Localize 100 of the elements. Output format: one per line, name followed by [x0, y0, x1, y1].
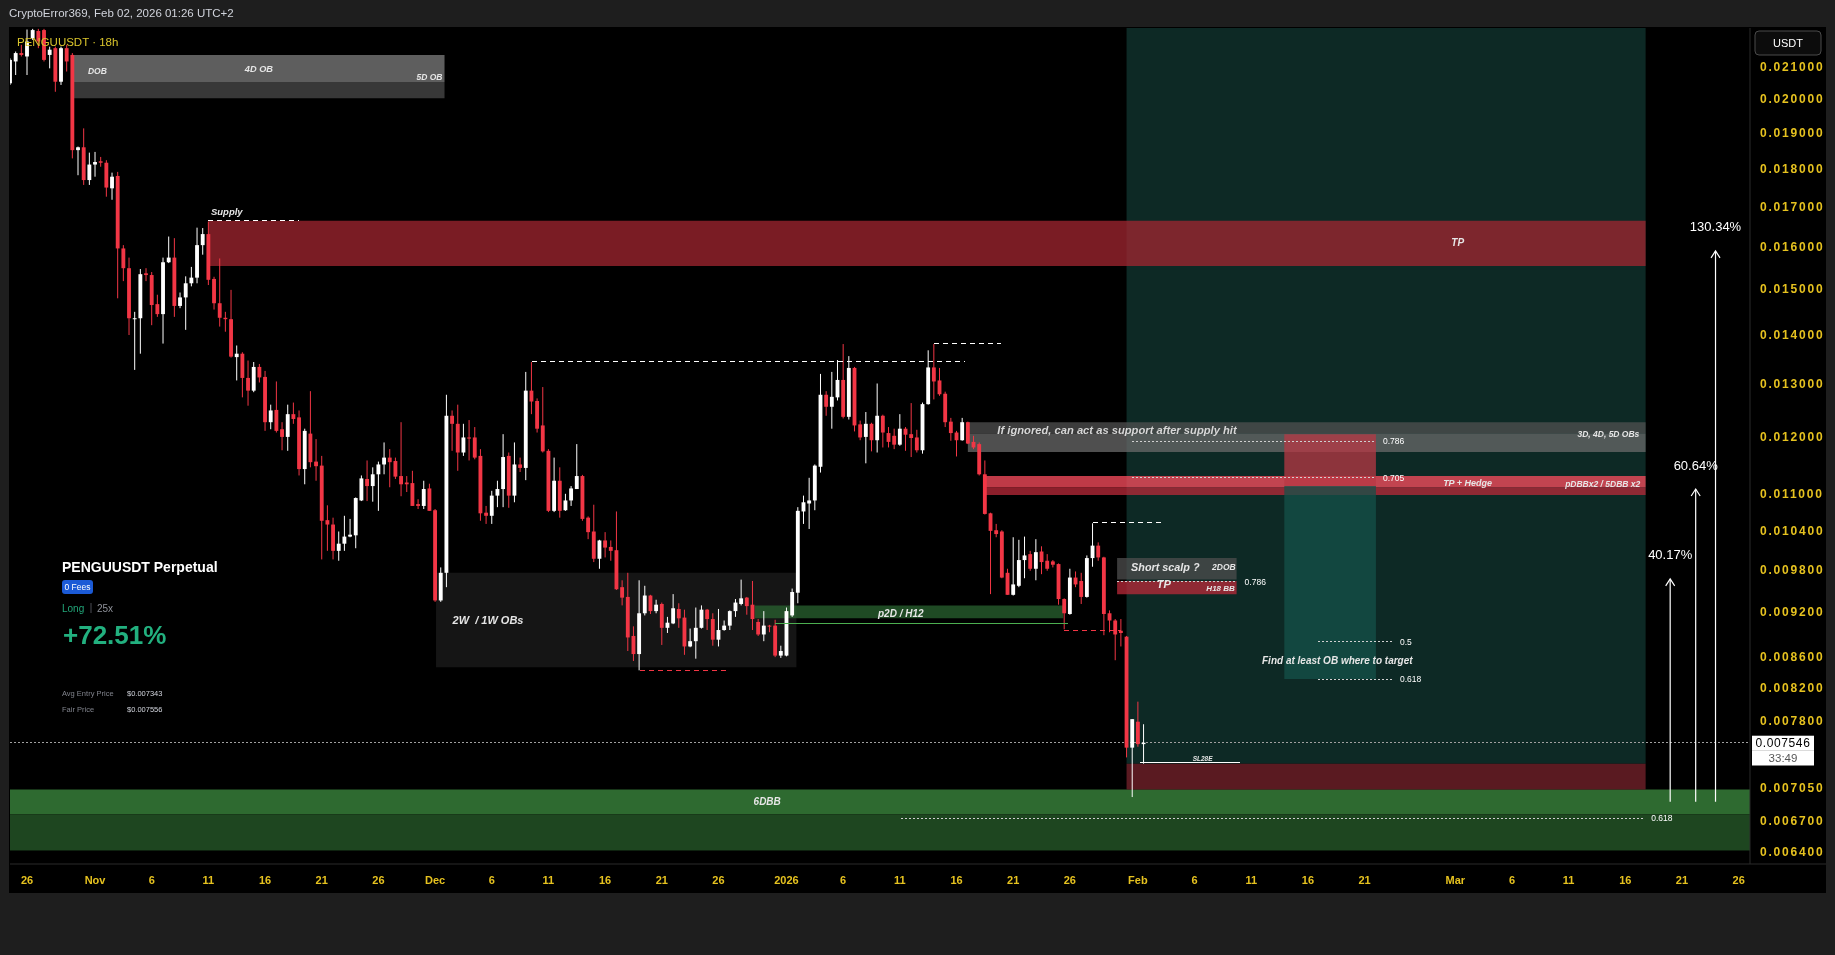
candlestick [518, 457, 523, 473]
annotation: 0.786 [1382, 436, 1405, 447]
candlestick [727, 609, 732, 631]
candlestick [931, 343, 936, 400]
y-tick-label: 0.019000 [1760, 126, 1825, 141]
y-tick-label: 0.010400 [1760, 524, 1825, 539]
x-tick-label: 21 [1358, 873, 1371, 886]
candlestick [47, 46, 52, 69]
candlestick [336, 531, 341, 562]
candlestick [461, 423, 466, 457]
y-axis-title: USDT [1773, 36, 1804, 49]
x-tick-label: 11 [1562, 873, 1575, 886]
candlestick [121, 244, 126, 282]
candlestick [705, 608, 710, 631]
candlestick [739, 579, 744, 606]
annotation: 5D OB [416, 72, 443, 83]
candlestick [892, 428, 897, 450]
x-tick-label: 6 [1191, 873, 1198, 886]
candlestick [676, 602, 681, 629]
candlestick [399, 421, 403, 497]
x-tick-label: 6 [1508, 873, 1516, 886]
candlestick [217, 257, 222, 328]
x-tick-label: 16 [258, 873, 272, 886]
annotation: p2D / H12 [877, 607, 925, 619]
candlestick [427, 483, 432, 512]
candlestick [620, 579, 625, 606]
y-tick-label: 0.007050 [1760, 780, 1825, 795]
x-tick-label: 16 [950, 873, 963, 886]
candlestick [200, 227, 205, 256]
candlestick [144, 267, 148, 282]
candlestick [234, 344, 239, 381]
candlestick [291, 402, 296, 425]
y-tick-label: 0.008200 [1760, 681, 1825, 696]
candlestick [421, 480, 426, 510]
annotation: 0.618 [1651, 813, 1673, 824]
candlestick [586, 515, 591, 540]
candlestick [1011, 536, 1016, 597]
candlestick [484, 505, 489, 525]
candlestick [76, 146, 80, 176]
annotation: 0.5 [1399, 636, 1413, 647]
x-tick-label: 26 [372, 873, 385, 886]
x-tick-label: 21 [655, 873, 668, 886]
candlestick [489, 490, 494, 525]
x-tick-label: 6 [488, 873, 495, 886]
annotation: 130.34% [1689, 219, 1742, 235]
annotation: 2DOB [1211, 562, 1236, 573]
annotation: PENGUUSDT Perpetual [62, 559, 218, 575]
x-tick-label: 21 [315, 873, 328, 886]
annotation: Find at least OB where to target [1262, 654, 1414, 666]
candlestick [671, 593, 676, 625]
candlestick [342, 515, 347, 552]
y-tick-label: 0.009800 [1760, 563, 1825, 578]
candlestick [863, 411, 868, 464]
candlestick [608, 539, 613, 562]
annotation: TP + Hedge [1443, 477, 1493, 488]
x-tick-label: 16 [1301, 873, 1315, 886]
candlestick [467, 419, 472, 461]
candlestick [897, 413, 902, 447]
candlestick [807, 477, 812, 530]
y-tick-label: 0.016000 [1760, 239, 1825, 254]
candlestick [829, 371, 834, 430]
candlestick [495, 480, 500, 508]
x-tick-label: Nov [84, 873, 107, 886]
x-tick-label: 26 [1063, 873, 1076, 886]
y-tick-label: 0.018000 [1760, 161, 1825, 176]
candlestick [914, 429, 919, 454]
annotation: H18 BB [1206, 583, 1236, 593]
annotation: If ignored, can act as support after supply hit [997, 423, 1238, 436]
y-tick-label: 0.008600 [1760, 649, 1825, 664]
annotation: 0.705 [1382, 472, 1405, 483]
annotation: +72.51% [63, 620, 167, 650]
annotation: TP [1156, 578, 1172, 591]
candlestick [87, 152, 92, 186]
annotation: DOB [87, 66, 107, 77]
candlestick [824, 390, 829, 417]
x-tick-label: 2026 [774, 873, 799, 886]
x-tick-label: Dec [424, 873, 446, 886]
candlestick [642, 585, 647, 616]
x-tick-label: 26 [1732, 873, 1745, 886]
annotation: 40.17% [1648, 547, 1693, 563]
x-tick-label: 11 [542, 873, 555, 886]
candlestick [382, 441, 386, 475]
candlestick [654, 599, 659, 614]
candlestick [693, 607, 698, 660]
candlestick [251, 361, 256, 393]
annotation: Short scalp ? [1131, 560, 1200, 573]
candlestick [246, 360, 250, 407]
candlestick [450, 409, 455, 452]
y-tick-label: 0.020000 [1760, 92, 1825, 107]
candlestick [710, 612, 715, 647]
x-tick-label: Feb [1128, 873, 1148, 886]
x-tick-label: 11 [1245, 873, 1258, 886]
annotation: 25x [97, 603, 114, 614]
candlestick [189, 266, 194, 287]
candlestick [416, 498, 421, 510]
annotation: TP [1451, 236, 1465, 248]
annotation: Supply [210, 205, 244, 217]
candlestick [688, 628, 693, 648]
candlestick [909, 402, 914, 458]
text: 33:49 [1768, 752, 1798, 765]
